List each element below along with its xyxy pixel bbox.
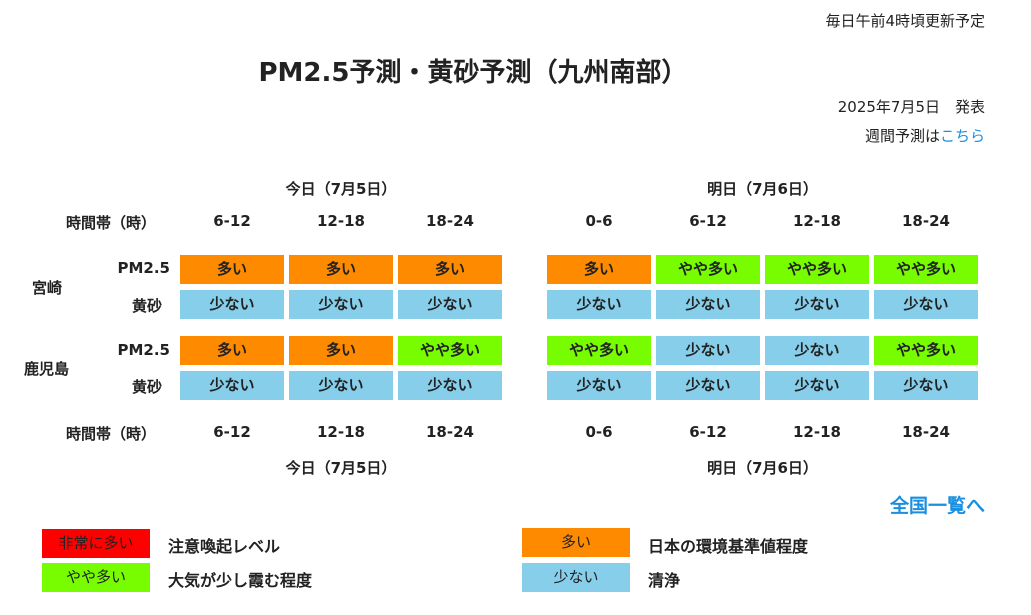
- weekly-forecast-prefix: 週間予測は: [864, 127, 940, 145]
- slot-header: 0-6: [585, 212, 613, 230]
- forecast-cell: 少ない: [765, 336, 869, 365]
- forecast-cell: 少ない: [547, 371, 651, 400]
- issued-date: 2025年7月5日 発表: [837, 98, 985, 116]
- page-title: PM2.5予測・黄砂予測（九州南部）: [258, 58, 688, 88]
- forecast-cell: 少ない: [874, 371, 978, 400]
- time-caption-top: 時間帯（時）: [66, 214, 157, 232]
- forecast-cell: 少ない: [656, 290, 760, 319]
- region-name-miyazaki: 宮崎: [32, 279, 63, 297]
- slot-header: 0-6: [585, 423, 613, 441]
- forecast-cell: 少ない: [765, 290, 869, 319]
- forecast-cell: 少ない: [765, 371, 869, 400]
- forecast-cell: 少ない: [547, 290, 651, 319]
- forecast-cell: 少ない: [180, 371, 284, 400]
- forecast-cell: 少ない: [398, 371, 502, 400]
- forecast-cell: 少ない: [656, 371, 760, 400]
- legend-swatch-slightly-many: やや多い: [42, 563, 150, 592]
- forecast-cell: 多い: [289, 336, 393, 365]
- forecast-cell: やや多い: [874, 255, 978, 284]
- row-label-pm25: PM2.5: [117, 259, 171, 277]
- legend-swatch-many: 多い: [522, 528, 630, 557]
- slot-header: 18-24: [902, 212, 950, 230]
- forecast-cell: やや多い: [765, 255, 869, 284]
- weekly-forecast-note: 週間予測はこちら: [865, 125, 985, 146]
- row-label-pm25: PM2.5: [117, 341, 171, 359]
- forecast-cell: 多い: [547, 255, 651, 284]
- forecast-cell: やや多い: [874, 336, 978, 365]
- legend-desc-many: 日本の環境基準値程度: [648, 537, 809, 556]
- region-name-kagoshima: 鹿児島: [24, 360, 70, 378]
- forecast-cell: 多い: [180, 255, 284, 284]
- update-schedule-note: 毎日午前4時頃更新予定: [825, 12, 985, 30]
- legend-swatch-very-many: 非常に多い: [42, 529, 150, 558]
- row-label-kosa: 黄砂: [131, 297, 162, 315]
- slot-header: 6-12: [689, 212, 727, 230]
- slot-header: 6-12: [213, 212, 251, 230]
- slot-header: 6-12: [213, 423, 251, 441]
- legend-desc-very-many: 注意喚起レベル: [168, 537, 281, 556]
- forecast-cell: 少ない: [180, 290, 284, 319]
- slot-header: 12-18: [317, 423, 365, 441]
- row-label-kosa: 黄砂: [131, 378, 162, 396]
- forecast-cell: 少ない: [289, 371, 393, 400]
- slot-header: 18-24: [902, 423, 950, 441]
- legend-desc-slightly-many: 大気が少し霞む程度: [168, 571, 313, 590]
- slot-header: 12-18: [793, 423, 841, 441]
- forecast-cell: 少ない: [874, 290, 978, 319]
- forecast-cell: やや多い: [398, 336, 502, 365]
- legend-desc-few: 清浄: [648, 571, 681, 590]
- weekly-forecast-link[interactable]: こちら: [939, 127, 985, 145]
- day-label-today-top: 今日（7月5日）: [285, 180, 397, 198]
- forecast-cell: 少ない: [398, 290, 502, 319]
- forecast-cell: 少ない: [656, 336, 760, 365]
- day-label-tomorrow-bottom: 明日（7月6日）: [707, 459, 818, 477]
- forecast-cell: 少ない: [289, 290, 393, 319]
- day-label-tomorrow-top: 明日（7月6日）: [707, 180, 818, 198]
- day-label-today-bottom: 今日（7月5日）: [285, 459, 397, 477]
- slot-header: 18-24: [426, 212, 474, 230]
- slot-header: 12-18: [317, 212, 365, 230]
- forecast-cell: 多い: [289, 255, 393, 284]
- legend-swatch-few: 少ない: [522, 563, 630, 592]
- time-caption-bottom: 時間帯（時）: [66, 425, 157, 443]
- forecast-cell: やや多い: [656, 255, 760, 284]
- slot-header: 6-12: [689, 423, 727, 441]
- slot-header: 12-18: [793, 212, 841, 230]
- forecast-cell: 多い: [398, 255, 502, 284]
- slot-header: 18-24: [426, 423, 474, 441]
- forecast-cell: やや多い: [547, 336, 651, 365]
- forecast-cell: 多い: [180, 336, 284, 365]
- national-list-link[interactable]: 全国一覧へ: [889, 495, 985, 517]
